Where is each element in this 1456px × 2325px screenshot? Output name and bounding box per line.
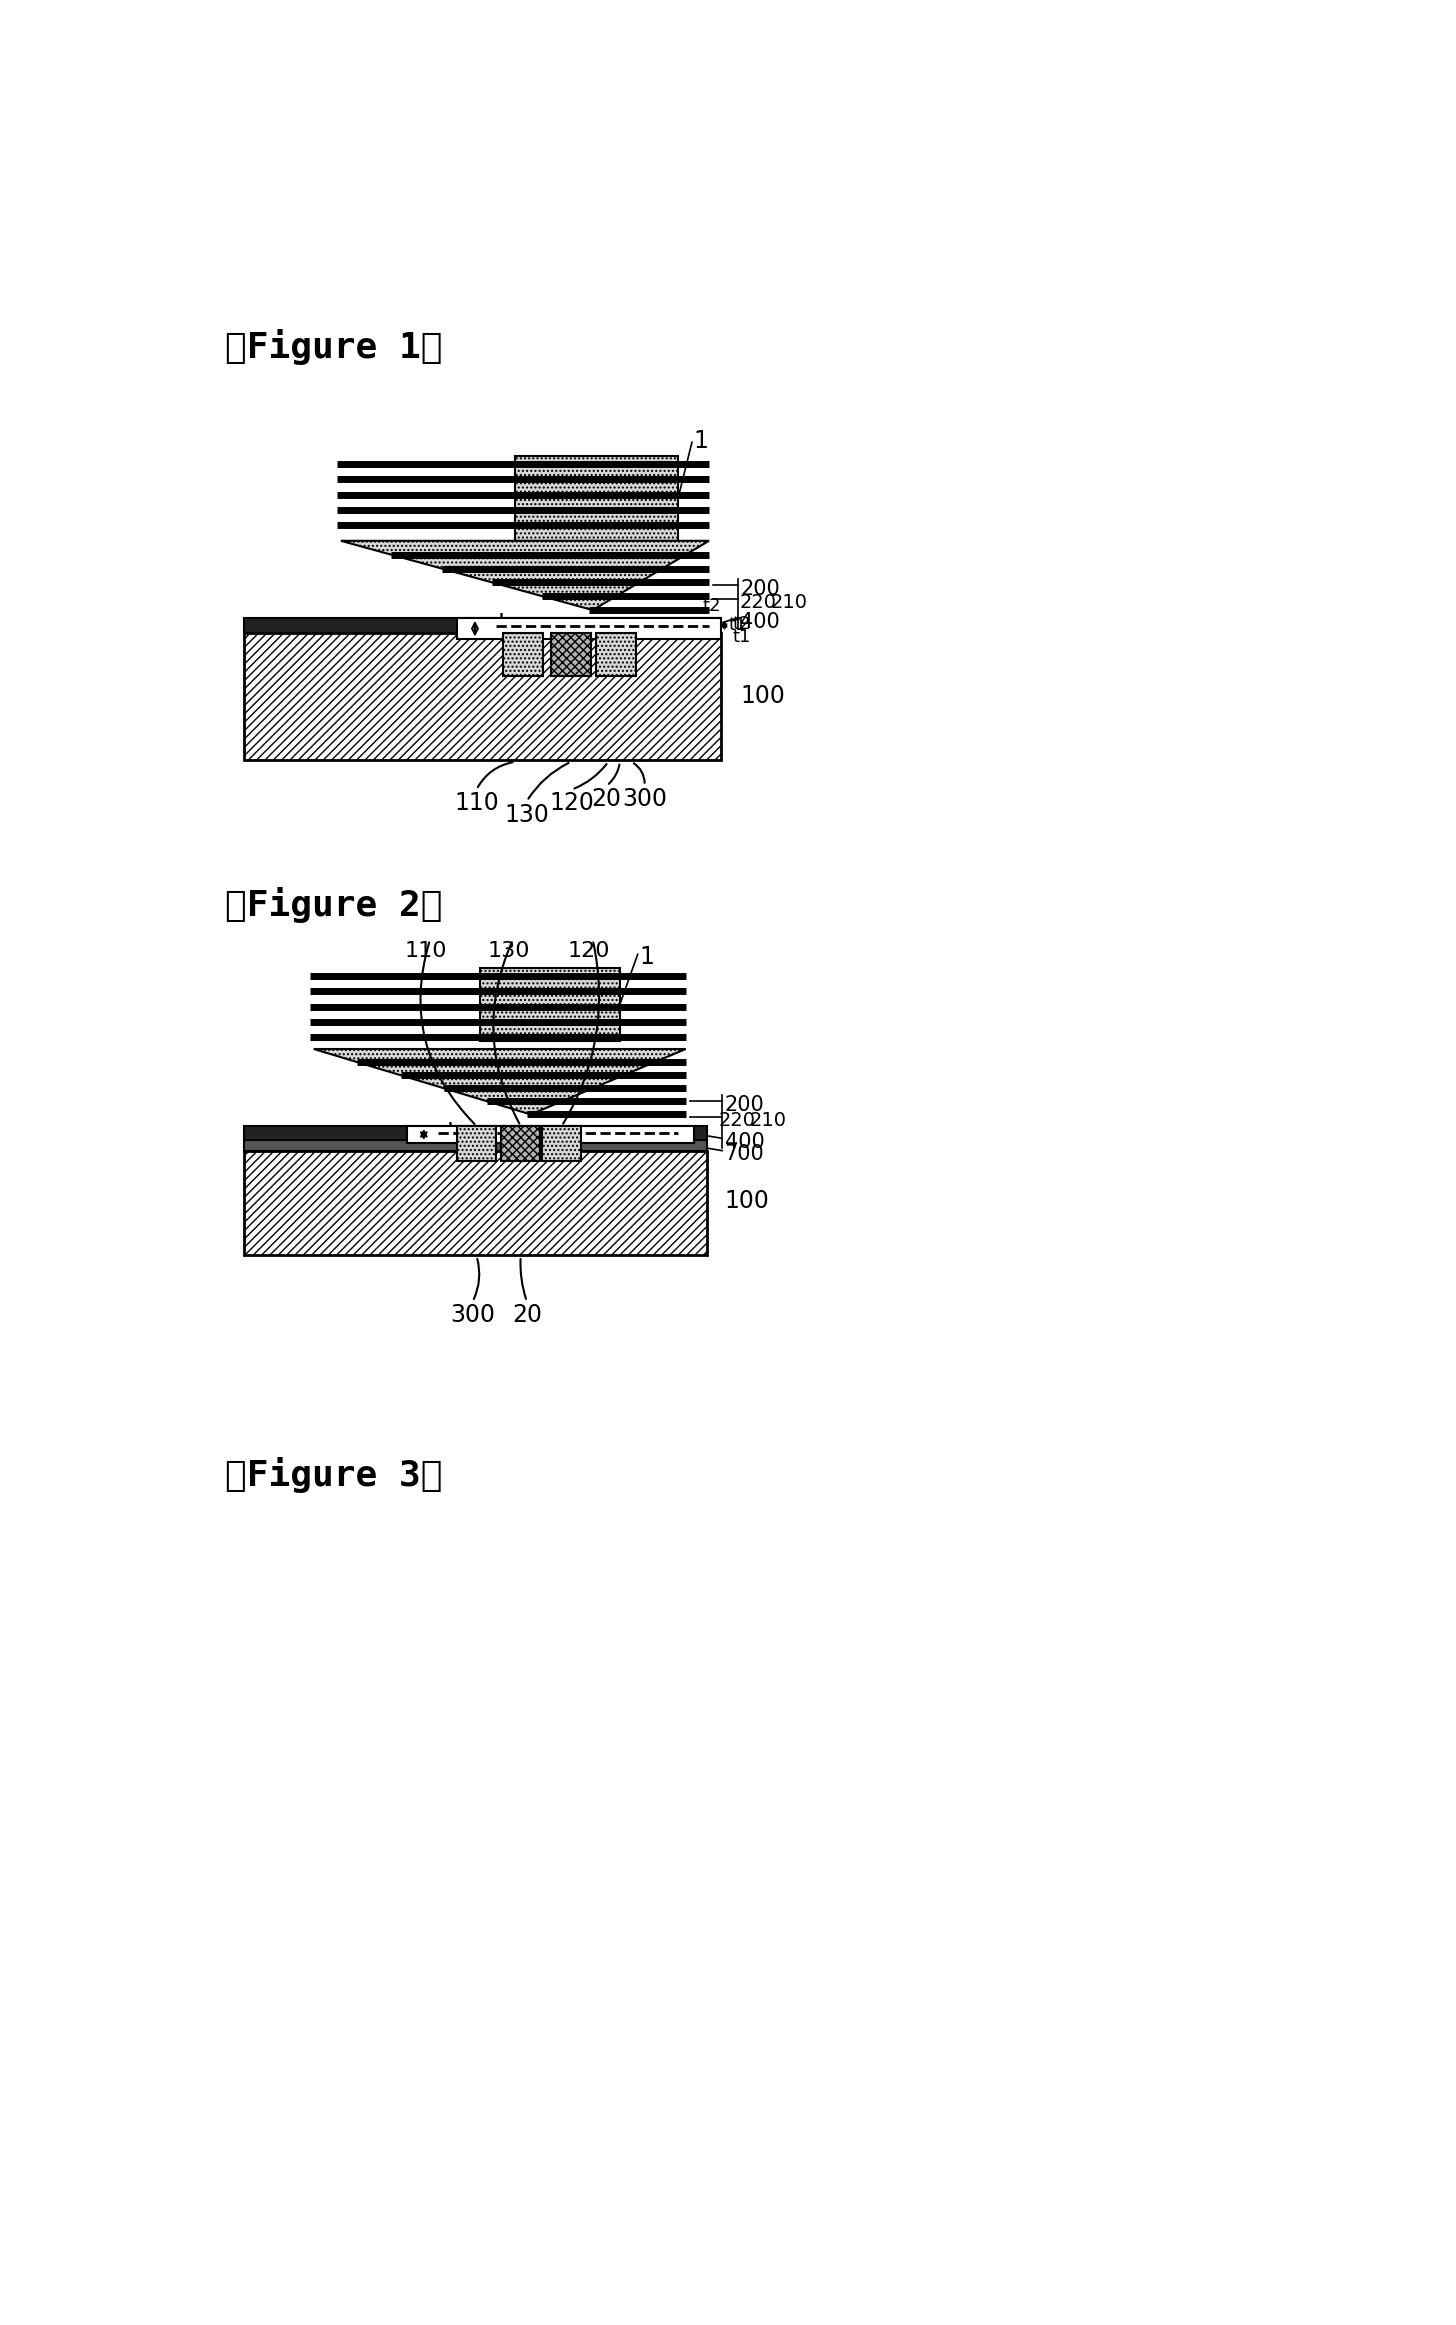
Bar bbox=[457, 1125, 496, 1160]
Text: 220: 220 bbox=[740, 593, 778, 611]
Text: 【Figure 1】: 【Figure 1】 bbox=[224, 330, 443, 365]
Bar bbox=[245, 1125, 708, 1139]
Text: 200: 200 bbox=[740, 579, 780, 600]
Bar bbox=[457, 618, 721, 639]
Polygon shape bbox=[341, 542, 709, 609]
Text: 100: 100 bbox=[740, 684, 785, 709]
Bar bbox=[245, 1151, 708, 1256]
Bar bbox=[245, 632, 721, 760]
Text: 100: 100 bbox=[725, 1190, 769, 1214]
Polygon shape bbox=[313, 1049, 686, 1114]
Bar bbox=[501, 1125, 540, 1160]
Bar bbox=[502, 632, 543, 677]
Text: 130: 130 bbox=[504, 802, 549, 828]
Bar bbox=[543, 1125, 581, 1160]
Bar bbox=[550, 632, 591, 677]
Text: t2: t2 bbox=[702, 598, 721, 614]
Text: 120: 120 bbox=[568, 942, 610, 960]
Text: 300: 300 bbox=[450, 1302, 495, 1328]
Text: 【Figure 2】: 【Figure 2】 bbox=[224, 888, 443, 923]
Bar bbox=[596, 632, 636, 677]
Text: 130: 130 bbox=[488, 942, 530, 960]
Text: 20: 20 bbox=[591, 788, 622, 811]
Text: 1: 1 bbox=[693, 430, 709, 453]
Text: 110: 110 bbox=[454, 790, 499, 816]
Bar bbox=[245, 1139, 708, 1151]
Text: 220: 220 bbox=[719, 1111, 756, 1130]
Text: 120: 120 bbox=[549, 790, 594, 816]
Text: 400: 400 bbox=[740, 611, 780, 632]
Bar bbox=[515, 456, 678, 542]
Bar bbox=[480, 967, 620, 1042]
Bar bbox=[245, 618, 721, 632]
Text: t1: t1 bbox=[732, 628, 751, 646]
Text: 110: 110 bbox=[405, 942, 447, 960]
Text: 210: 210 bbox=[772, 593, 808, 611]
Text: 200: 200 bbox=[725, 1095, 764, 1116]
Text: 1: 1 bbox=[639, 944, 654, 970]
Text: 20: 20 bbox=[513, 1302, 542, 1328]
Bar bbox=[406, 1125, 693, 1144]
Text: t1: t1 bbox=[728, 616, 747, 635]
Text: t2: t2 bbox=[732, 616, 751, 632]
Bar bbox=[457, 618, 721, 632]
Text: 400: 400 bbox=[725, 1132, 764, 1153]
Text: 210: 210 bbox=[750, 1111, 788, 1130]
Text: d: d bbox=[489, 614, 505, 637]
Text: 300: 300 bbox=[622, 788, 667, 811]
Text: 700: 700 bbox=[725, 1144, 764, 1165]
Text: 【Figure 3】: 【Figure 3】 bbox=[224, 1458, 443, 1493]
Text: d: d bbox=[438, 1123, 454, 1146]
